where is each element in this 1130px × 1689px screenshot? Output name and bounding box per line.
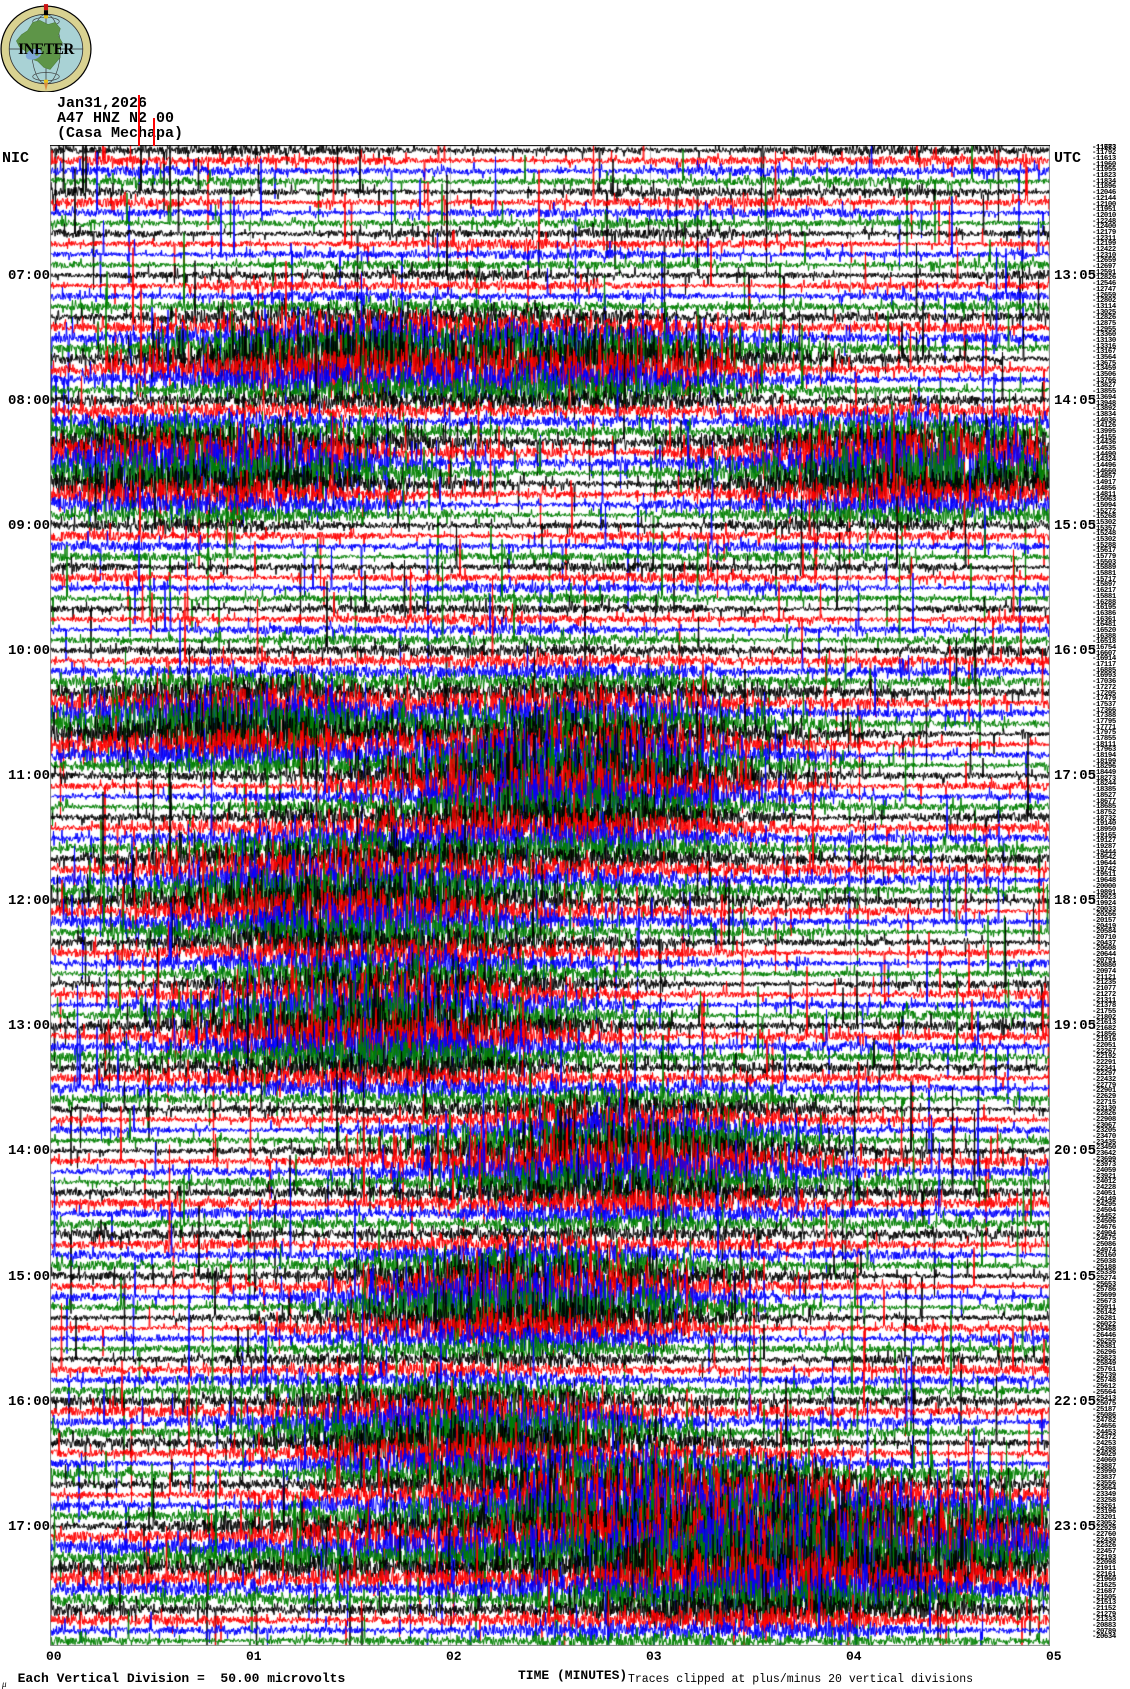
svg-text:INETER: INETER: [18, 41, 75, 58]
